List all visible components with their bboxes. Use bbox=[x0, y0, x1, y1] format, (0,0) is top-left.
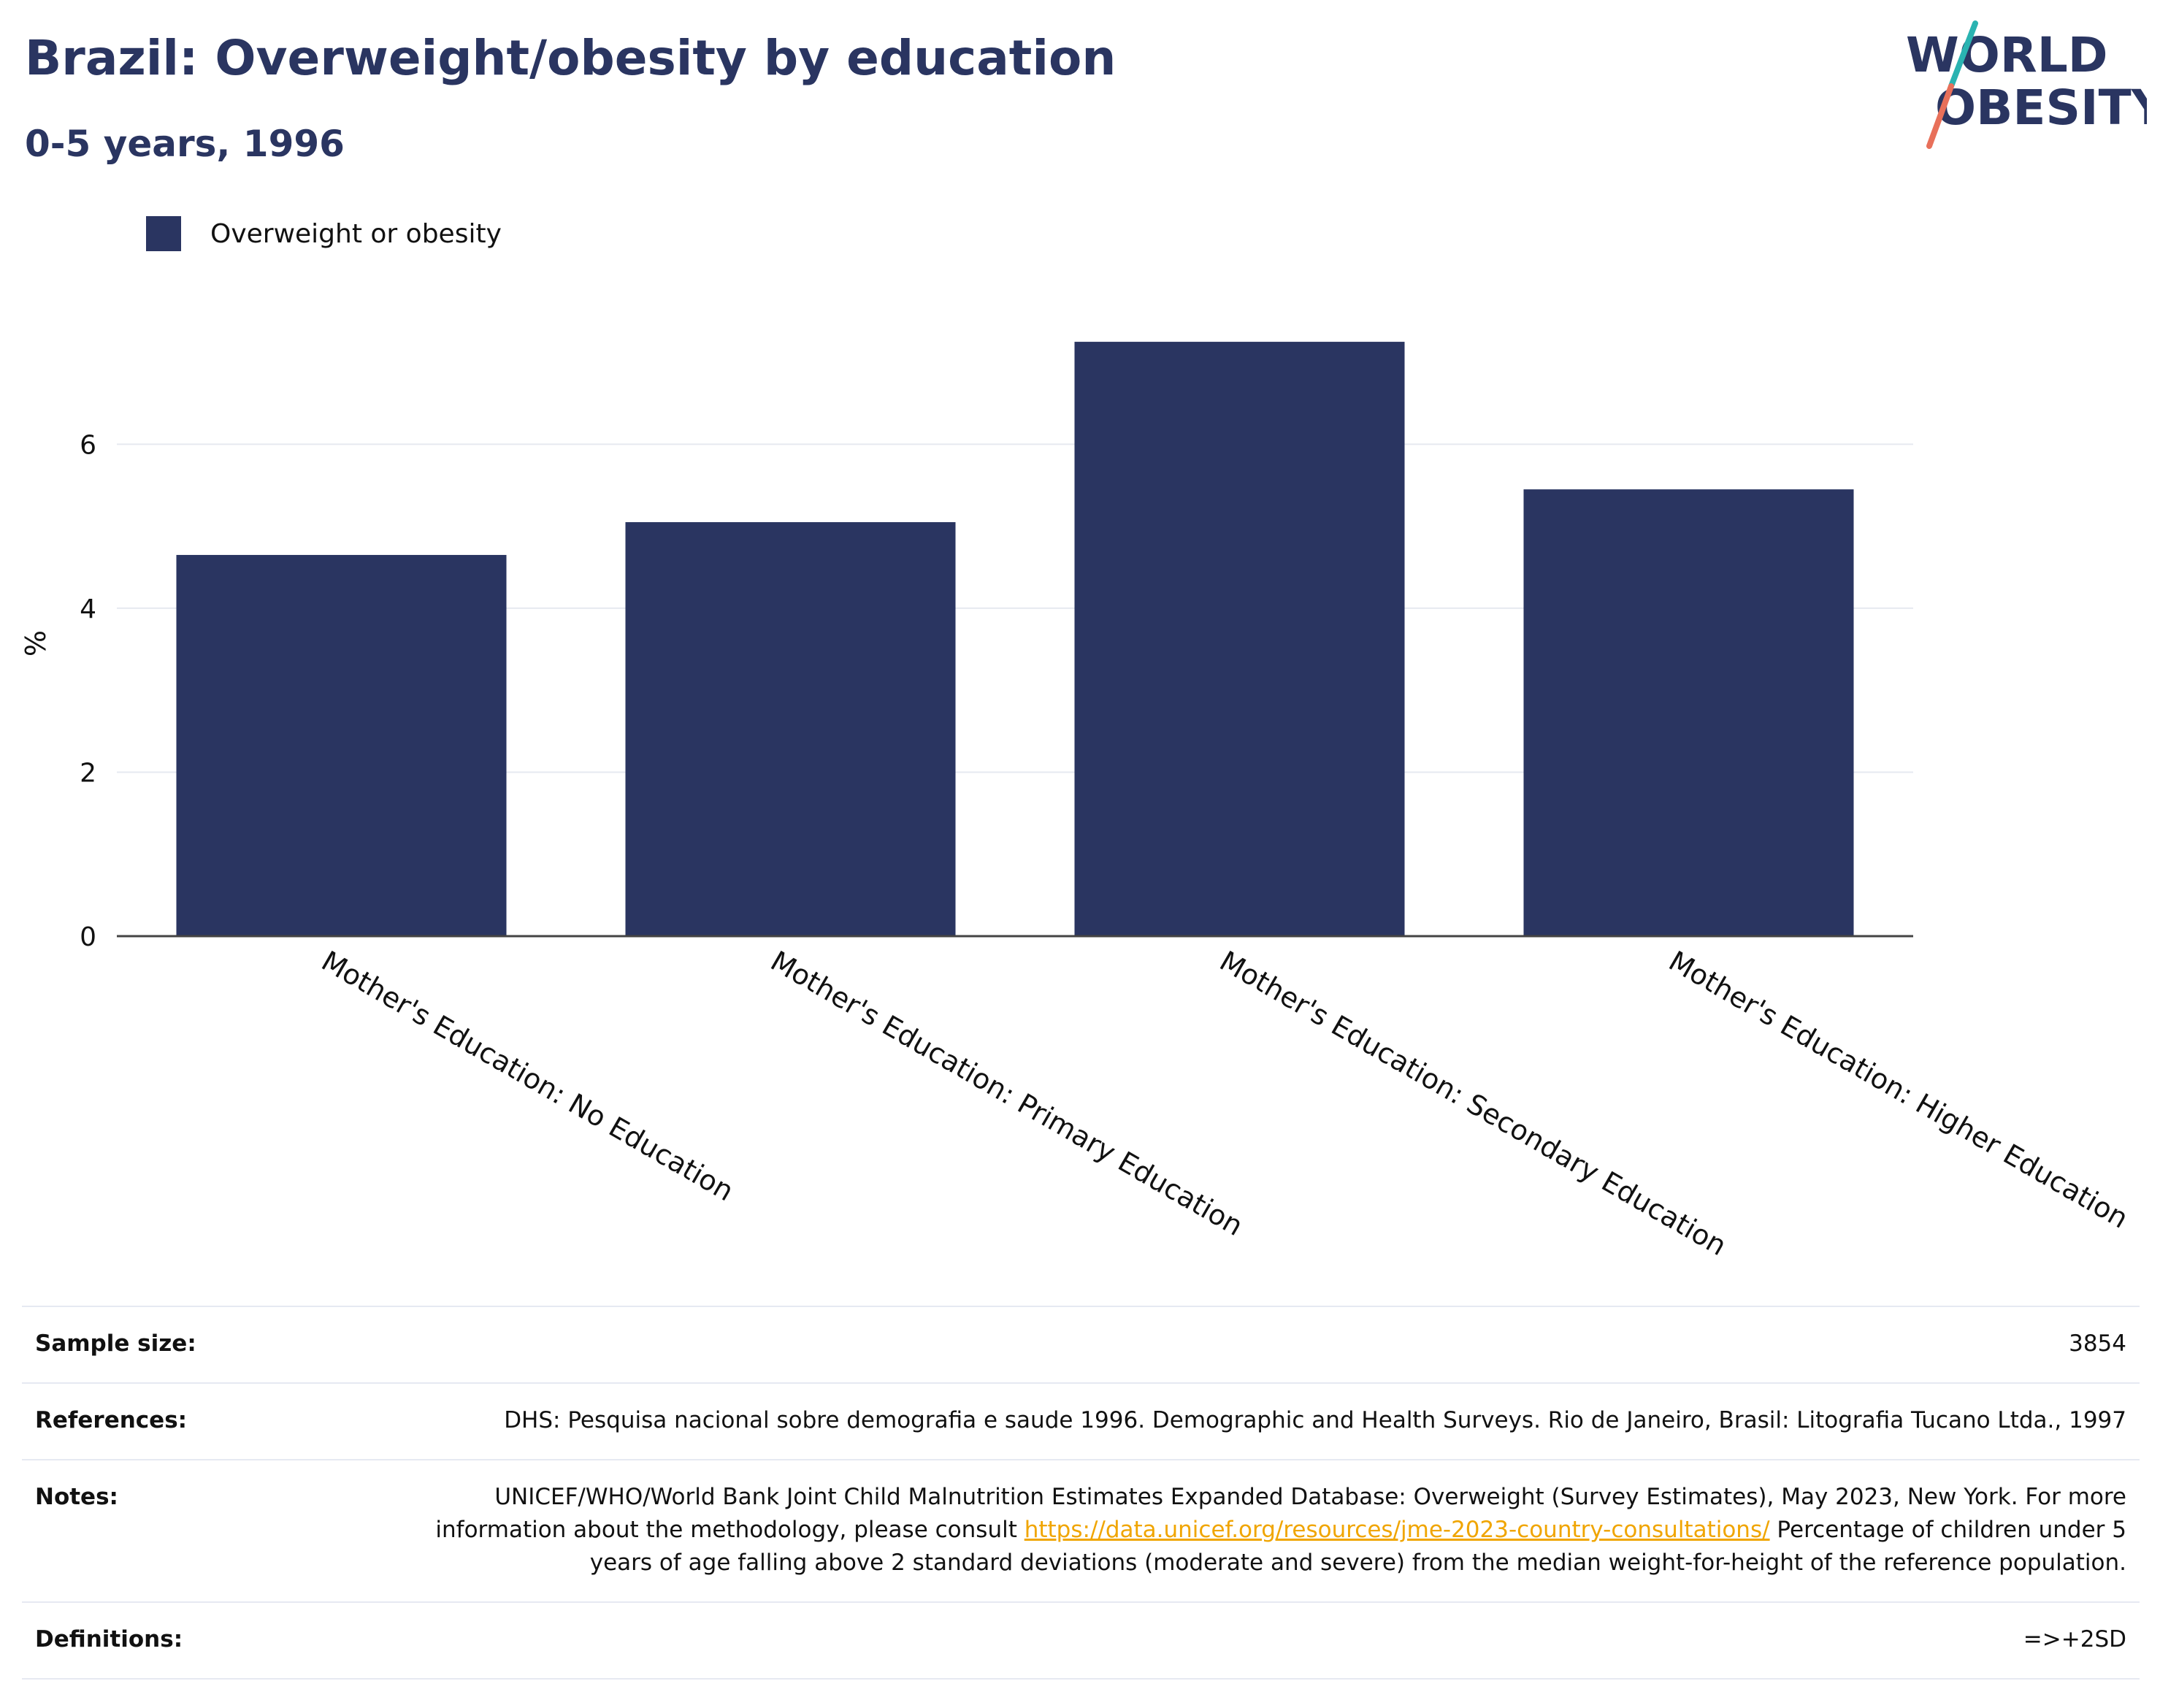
bar bbox=[1523, 489, 1854, 936]
page-subtitle: 0-5 years, 1996 bbox=[25, 123, 345, 165]
sample-size-value: 3854 bbox=[355, 1306, 2140, 1383]
references-row: References: DHS: Pesquisa nacional sobre… bbox=[22, 1382, 2140, 1460]
y-tick-label: 4 bbox=[80, 594, 96, 624]
y-tick-label: 2 bbox=[80, 758, 96, 788]
x-tick-label: Mother's Education: No Education bbox=[316, 945, 739, 1208]
logo-teal-slash bbox=[1948, 20, 1978, 89]
sample-size-label: Sample size: bbox=[22, 1306, 355, 1383]
notes-label: Notes: bbox=[22, 1458, 355, 1602]
bars bbox=[176, 342, 1854, 937]
y-axis-label: % bbox=[20, 630, 52, 656]
sample-size-row: Sample size: 3854 bbox=[22, 1306, 2140, 1383]
x-tick-label: Mother's Education: Higher Education bbox=[1663, 945, 2134, 1235]
definitions-row: Definitions: =>+2SD bbox=[22, 1601, 2140, 1680]
bar bbox=[176, 554, 507, 936]
logo-line1: WORLD bbox=[1906, 27, 2108, 83]
bar bbox=[625, 522, 956, 936]
chart-legend[interactable]: Overweight or obesity bbox=[146, 216, 502, 251]
notes-link[interactable]: https://data.unicef.org/resources/jme-20… bbox=[1024, 1516, 1770, 1543]
y-tick-label: 0 bbox=[80, 922, 96, 952]
x-tick-labels: Mother's Education: No Education Mother's… bbox=[316, 945, 2134, 1263]
x-tick-label: Mother's Education: Primary Education bbox=[765, 945, 1249, 1242]
page-title: Brazil: Overweight/obesity by education bbox=[25, 30, 1117, 86]
logo-line2: OBESITY bbox=[1935, 80, 2147, 136]
references-value: DHS: Pesquisa nacional sobre demografia … bbox=[355, 1382, 2140, 1460]
y-tick-label: 6 bbox=[80, 430, 96, 460]
metadata-table: Sample size: 3854 References: DHS: Pesqu… bbox=[22, 1306, 2140, 1680]
notes-text-1: UNICEF/WHO/World Bank Joint Child Malnut… bbox=[435, 1483, 2126, 1543]
legend-label: Overweight or obesity bbox=[210, 218, 502, 249]
bar bbox=[1074, 342, 1405, 937]
notes-row: Notes: UNICEF/WHO/World Bank Joint Child… bbox=[22, 1458, 2140, 1602]
x-tick-label: Mother's Education: Secondary Education bbox=[1214, 945, 1732, 1263]
legend-swatch bbox=[146, 216, 181, 251]
notes-value: UNICEF/WHO/World Bank Joint Child Malnut… bbox=[355, 1458, 2140, 1602]
y-tick-labels: 0 2 4 6 bbox=[80, 430, 96, 952]
definitions-value: =>+2SD bbox=[355, 1601, 2140, 1680]
references-label: References: bbox=[22, 1382, 355, 1460]
definitions-label: Definitions: bbox=[22, 1601, 355, 1680]
world-obesity-logo: WORLD OBESITY bbox=[1906, 20, 2147, 149]
logo-coral-slash bbox=[1926, 83, 1954, 149]
notes-text-2: Percentage of children under 5 years of … bbox=[589, 1516, 2126, 1576]
